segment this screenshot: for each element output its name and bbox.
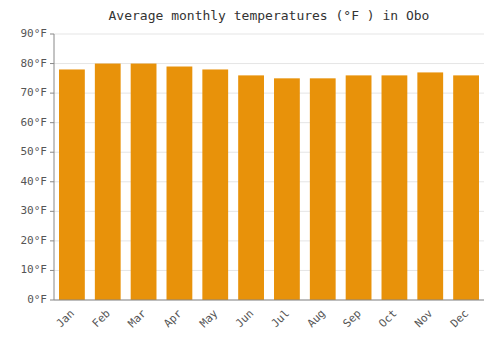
grid	[54, 34, 484, 300]
y-tick-label: 70°F	[21, 86, 48, 99]
x-tick-label: May	[197, 307, 221, 331]
x-tick-label: Feb	[90, 307, 113, 330]
x-tick-label: Apr	[161, 307, 185, 331]
y-tick-label: 40°F	[21, 175, 48, 188]
x-tick-label: Sep	[340, 307, 363, 330]
bar	[202, 69, 228, 300]
x-tick-label: Mar	[125, 307, 149, 331]
page: {"chart_data": {"type": "bar", "title": …	[0, 0, 500, 350]
chart-container: 0°F 10°F 20°F 30°F 40°F 50°F 60°F 70°F 80°F 90°F J…	[0, 0, 500, 350]
bar	[382, 75, 408, 300]
bar	[417, 72, 443, 300]
x-axis: Jan Feb Mar Apr May Jun Jul Aug Sep Oct Nov Dec	[54, 300, 484, 330]
y-tick	[50, 93, 54, 94]
y-tick	[50, 181, 54, 182]
y-tick	[50, 211, 54, 212]
y-tick	[50, 240, 54, 241]
y-tick-label: 50°F	[21, 145, 48, 158]
y-tick-label: 80°F	[21, 57, 48, 70]
bar	[310, 78, 336, 300]
x-tick-label: Aug	[305, 307, 328, 330]
bar	[238, 75, 264, 300]
y-tick	[50, 34, 54, 35]
x-tick-label: Jan	[54, 307, 77, 330]
bar	[167, 67, 193, 300]
y-tick-label: 0°F	[27, 293, 47, 306]
y-tick	[50, 152, 54, 153]
bar	[346, 75, 372, 300]
y-tick	[50, 63, 54, 64]
x-tick-label: Oct	[376, 307, 399, 330]
bar	[274, 78, 300, 300]
x-tick-label: Nov	[412, 307, 436, 331]
x-tick-label: Jul	[269, 307, 292, 330]
y-tick	[50, 270, 54, 271]
y-tick-label: 10°F	[21, 263, 48, 276]
y-axis: 0°F 10°F 20°F 30°F 40°F 50°F 60°F 70°F 80°F 90°F	[21, 27, 55, 306]
bar	[59, 69, 85, 300]
y-tick-label: 60°F	[21, 116, 48, 129]
y-tick-label: 30°F	[21, 204, 48, 217]
x-tick-label: Jun	[233, 307, 256, 330]
y-tick-label: 90°F	[21, 27, 48, 40]
x-axis-line	[54, 300, 484, 301]
y-tick-label: 20°F	[21, 234, 48, 247]
grid-line	[54, 34, 484, 35]
bar	[131, 64, 157, 300]
x-tick-label: Dec	[448, 307, 471, 330]
y-axis-line	[54, 34, 55, 300]
bar	[453, 75, 479, 300]
y-tick	[50, 300, 54, 301]
title: Average monthly temperatures (°F ) in Ob…	[109, 8, 430, 23]
bar	[95, 64, 121, 300]
bars	[59, 64, 479, 300]
grid-line	[54, 300, 484, 301]
y-tick	[50, 122, 54, 123]
chart: 0°F 10°F 20°F 30°F 40°F 50°F 60°F 70°F 80°F 90°F J…	[0, 0, 500, 350]
